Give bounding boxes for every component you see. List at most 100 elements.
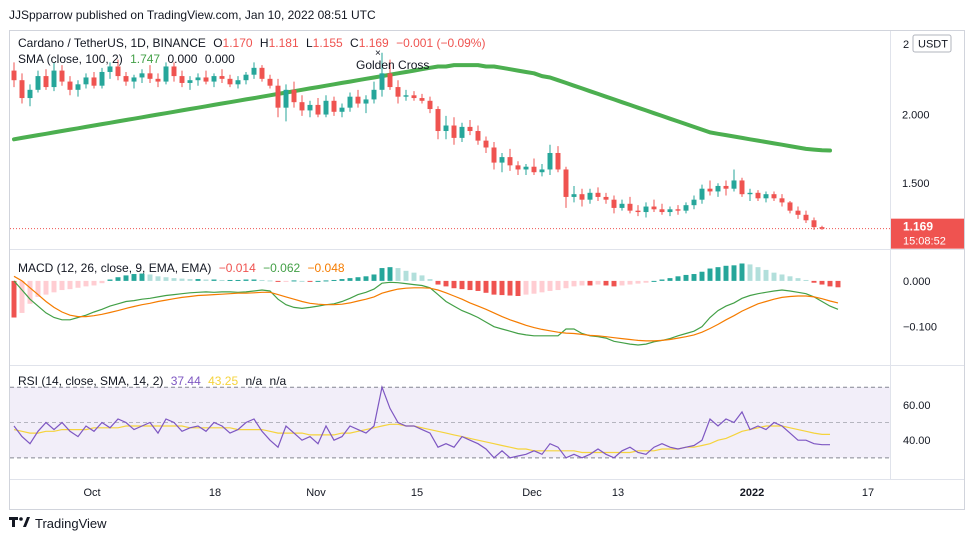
candle[interactable]	[211, 76, 217, 82]
candle[interactable]	[339, 107, 345, 112]
macd-histogram-bar[interactable]	[43, 280, 49, 295]
macd-histogram-bar[interactable]	[219, 279, 225, 281]
candle[interactable]	[203, 77, 209, 82]
candle[interactable]	[163, 66, 169, 82]
macd-histogram-bar[interactable]	[587, 280, 593, 286]
candle[interactable]	[611, 199, 617, 208]
macd-histogram-bar[interactable]	[755, 267, 761, 281]
macd-histogram-bar[interactable]	[803, 279, 809, 281]
candle[interactable]	[67, 81, 73, 90]
macd-histogram-bar[interactable]	[59, 280, 65, 291]
macd-histogram-bar[interactable]	[683, 274, 689, 281]
candle[interactable]	[635, 210, 641, 213]
candle[interactable]	[763, 194, 769, 199]
candle[interactable]	[187, 80, 193, 83]
candle[interactable]	[699, 188, 705, 200]
macd-histogram-bar[interactable]	[827, 280, 833, 287]
macd-histogram-bar[interactable]	[307, 280, 313, 282]
macd-histogram-bar[interactable]	[739, 263, 745, 281]
macd-histogram-bar[interactable]	[475, 280, 481, 291]
candle[interactable]	[739, 180, 745, 195]
candle[interactable]	[75, 84, 81, 90]
candle[interactable]	[395, 87, 401, 97]
macd-histogram-bar[interactable]	[227, 279, 233, 281]
candle[interactable]	[347, 96, 353, 108]
candle[interactable]	[267, 78, 273, 86]
candle[interactable]	[275, 85, 281, 108]
currency-badge[interactable]	[912, 34, 952, 53]
macd-histogram-bar[interactable]	[235, 279, 241, 281]
macd-histogram-bar[interactable]	[419, 275, 425, 281]
macd-histogram-bar[interactable]	[371, 274, 377, 281]
macd-histogram-bar[interactable]	[91, 280, 97, 286]
macd-histogram-bar[interactable]	[771, 272, 777, 281]
candle[interactable]	[435, 109, 441, 132]
candle[interactable]	[723, 185, 729, 189]
macd-histogram-bar[interactable]	[499, 280, 505, 296]
candle[interactable]	[483, 140, 489, 148]
candle[interactable]	[147, 73, 153, 79]
macd-histogram-bar[interactable]	[443, 280, 449, 287]
candle[interactable]	[499, 157, 505, 163]
candle[interactable]	[131, 77, 137, 82]
candle[interactable]	[83, 77, 89, 85]
candle[interactable]	[51, 70, 57, 88]
macd-histogram-bar[interactable]	[435, 280, 441, 285]
candle[interactable]	[811, 220, 817, 228]
macd-histogram-bar[interactable]	[139, 273, 145, 281]
macd-histogram-bar[interactable]	[355, 277, 361, 281]
candle[interactable]	[515, 165, 521, 170]
macd-histogram-bar[interactable]	[131, 274, 137, 281]
candle[interactable]	[531, 166, 537, 173]
candle[interactable]	[355, 96, 361, 104]
candle[interactable]	[387, 73, 393, 88]
candle[interactable]	[491, 147, 497, 163]
macd-histogram-bar[interactable]	[243, 279, 249, 281]
macd-histogram-bar[interactable]	[483, 280, 489, 293]
candle[interactable]	[627, 203, 633, 211]
candle[interactable]	[595, 192, 601, 197]
chart-svg[interactable]: 2 USDT 2.000 1.500 ×Golden Cross 1.169 15:08:5…	[10, 31, 964, 509]
macd-histogram-bar[interactable]	[83, 280, 89, 287]
sma-title[interactable]: SMA (close, 100, 2)	[18, 52, 123, 66]
candle[interactable]	[171, 66, 177, 77]
macd-histogram-bar[interactable]	[811, 280, 817, 283]
candle[interactable]	[475, 131, 481, 141]
candle[interactable]	[251, 67, 257, 75]
macd-histogram-bar[interactable]	[123, 275, 129, 281]
macd-histogram-bar[interactable]	[67, 280, 73, 290]
candle[interactable]	[363, 99, 369, 104]
macd-histogram-bar[interactable]	[715, 267, 721, 281]
macd-histogram-bar[interactable]	[155, 276, 161, 281]
candle[interactable]	[259, 67, 265, 79]
macd-histogram-bar[interactable]	[211, 279, 217, 281]
candle[interactable]	[459, 126, 465, 138]
macd-histogram-bar[interactable]	[819, 280, 825, 285]
macd-title[interactable]: MACD (12, 26, close, 9, EMA, EMA)	[18, 261, 212, 275]
candle[interactable]	[27, 89, 33, 99]
symbol-title[interactable]: Cardano / TetherUS, 1D, BINANCE	[18, 36, 206, 50]
candle[interactable]	[419, 98, 425, 101]
candle[interactable]	[315, 104, 321, 115]
candle[interactable]	[403, 95, 409, 97]
candle[interactable]	[11, 70, 17, 81]
candle[interactable]	[427, 100, 433, 110]
rsi-title[interactable]: RSI (14, close, SMA, 14, 2)	[18, 374, 164, 388]
macd-histogram-bar[interactable]	[747, 264, 753, 281]
macd-histogram-bar[interactable]	[203, 279, 209, 281]
candle[interactable]	[691, 199, 697, 206]
candle[interactable]	[307, 104, 313, 111]
candle[interactable]	[443, 125, 449, 132]
macd-histogram-bar[interactable]	[51, 280, 57, 293]
macd-histogram-bar[interactable]	[707, 268, 713, 281]
macd-histogram-bar[interactable]	[723, 265, 729, 281]
macd-histogram-bar[interactable]	[515, 280, 521, 296]
macd-histogram-bar[interactable]	[403, 270, 409, 281]
candle[interactable]	[659, 209, 665, 213]
candle[interactable]	[539, 169, 545, 173]
macd-histogram-bar[interactable]	[539, 280, 545, 293]
candle[interactable]	[619, 203, 625, 208]
candle[interactable]	[579, 194, 585, 200]
last-price-badge[interactable]	[891, 218, 964, 249]
candle[interactable]	[603, 196, 609, 200]
